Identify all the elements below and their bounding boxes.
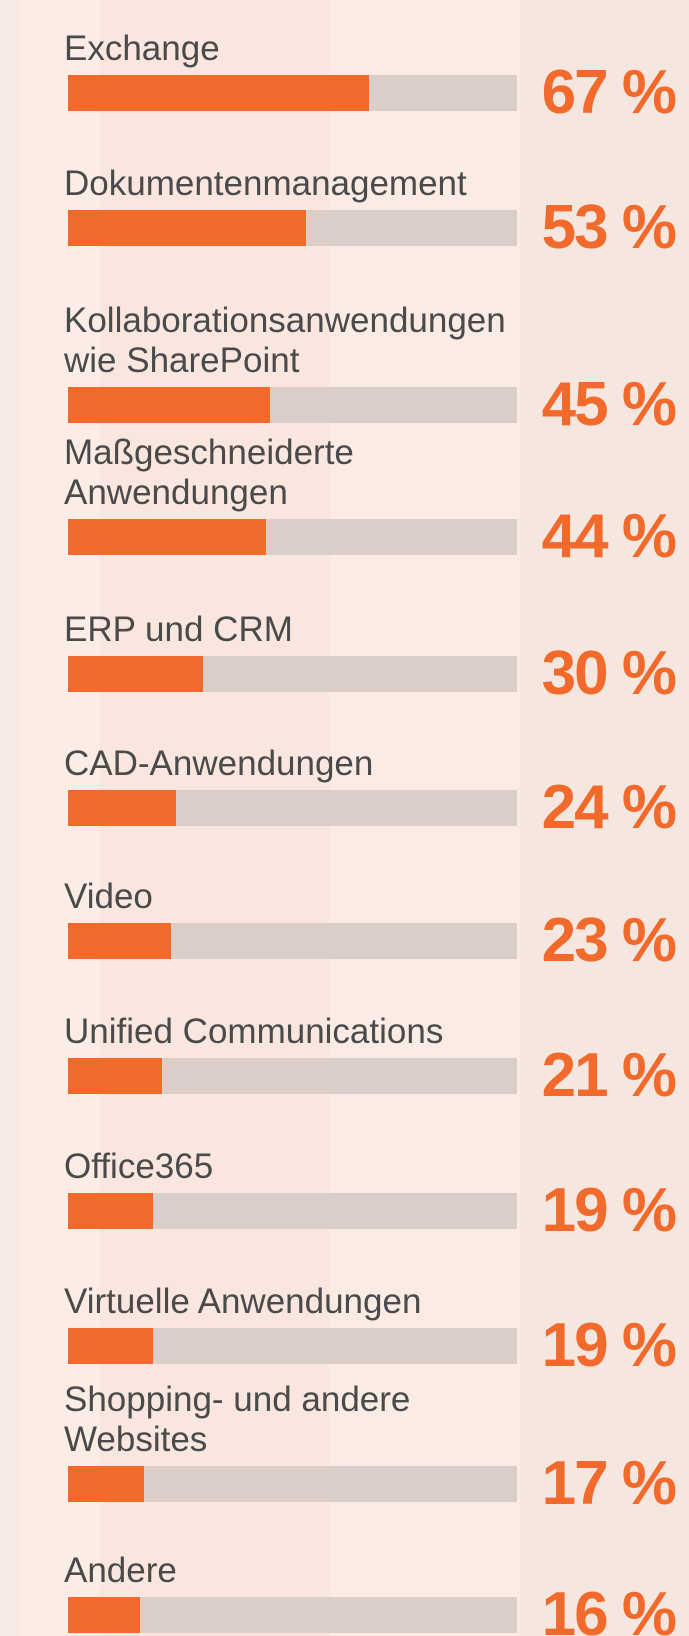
category-label: CAD-Anwendungen [64,744,374,783]
value-label: 19 % [541,1311,677,1380]
category-label: Office365 [64,1147,214,1186]
value-label: 44 % [541,502,677,571]
value-label: 23 % [541,906,677,975]
bar [68,1466,145,1502]
category-label: Unified Communications [64,1012,444,1051]
category-label: ERP und CRM [64,610,293,649]
value-label: 53 % [541,193,677,262]
category-label: Exchange [64,29,220,68]
bar-track [68,1597,517,1633]
value-label: 17 % [541,1449,677,1518]
category-label: Virtuelle Anwendungen [64,1282,422,1321]
category-label: Video [64,877,153,916]
bar [68,1597,140,1633]
category-label: Maßgeschneiderte Anwendungen [64,433,354,512]
bar [68,1193,154,1229]
bar [68,210,306,246]
category-label: Kollaborationsanwendungen wie SharePoint [64,301,506,380]
bar [68,387,271,423]
bar [68,1058,163,1094]
bar [68,923,172,959]
value-label: 19 % [541,1176,677,1245]
value-label: 45 % [541,370,677,439]
value-label: 21 % [541,1041,677,1110]
bar [68,656,203,692]
bar [68,1328,154,1364]
value-label: 30 % [541,639,677,708]
value-label: 67 % [541,58,677,127]
category-label: Andere [64,1551,177,1590]
value-label: 16 % [541,1580,677,1636]
value-label: 24 % [541,773,677,842]
category-label: Dokumentenmanagement [64,164,467,203]
bar [68,75,369,111]
bar [68,519,266,555]
category-label: Shopping- und andere Websites [64,1380,411,1459]
bar [68,790,176,826]
